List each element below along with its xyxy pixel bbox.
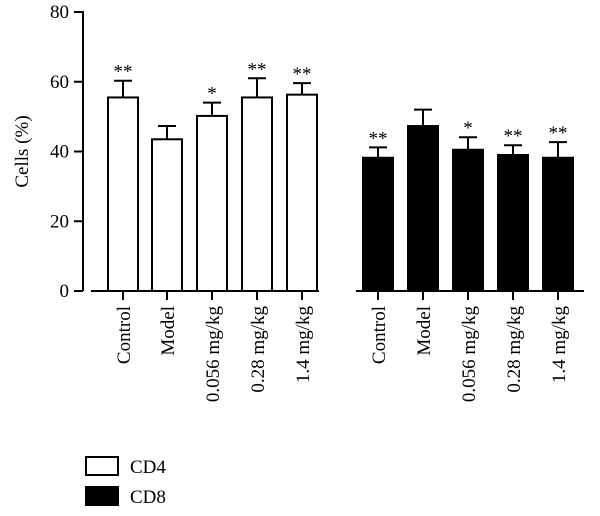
y-tick-label: 60 xyxy=(50,72,69,93)
x-category-label: 1.4 mg/kg xyxy=(549,306,570,384)
y-tick-label: 0 xyxy=(60,281,70,302)
bar-cd4 xyxy=(107,96,139,292)
significance-marker: * xyxy=(463,118,473,139)
significance-marker: ** xyxy=(549,123,568,144)
legend-swatch-cd4 xyxy=(85,456,119,476)
bar-cd8 xyxy=(362,156,394,292)
bars: ***** **** * ** ** xyxy=(107,59,574,293)
x-category-label: Model xyxy=(158,306,179,356)
bar-cd8 xyxy=(497,153,529,292)
legend-label: CD8 xyxy=(130,487,166,508)
y-axis-label: Cells (%) xyxy=(12,115,33,187)
x-category-label: 0.056 mg/kg xyxy=(459,306,480,403)
x-category-label: Model xyxy=(414,306,435,356)
x-category-label: 1.4 mg/kg xyxy=(293,306,314,384)
bar-cd8 xyxy=(407,125,439,293)
significance-marker: ** xyxy=(293,64,312,85)
category-labels: Control Model 0.056 mg/kg 0.28 mg/kg 1.4 mg/… xyxy=(114,306,570,403)
x-category-label: Control xyxy=(114,306,135,364)
y-tick-label: 40 xyxy=(50,142,69,163)
significance-marker: ** xyxy=(369,128,388,149)
bar-cd8 xyxy=(452,148,484,292)
x-category-label: 0.28 mg/kg xyxy=(504,306,525,393)
significance-marker: ** xyxy=(248,59,267,80)
bar-cd4 xyxy=(286,93,318,292)
legend-swatch-cd8 xyxy=(85,486,119,506)
significance-marker: ** xyxy=(114,62,133,83)
bar-cd4 xyxy=(151,138,183,292)
significance-marker: * xyxy=(207,84,217,105)
bar-cd4 xyxy=(196,114,228,292)
significance-marker: ** xyxy=(504,126,523,147)
x-category-label: Control xyxy=(369,306,390,364)
bar-cd4 xyxy=(241,96,273,292)
y-tick-label: 20 xyxy=(50,211,69,232)
y-tick-label: 80 xyxy=(50,2,69,23)
x-category-label: 0.056 mg/kg xyxy=(203,306,224,403)
legend-label: CD4 xyxy=(130,457,166,478)
bar-cd8 xyxy=(542,156,574,292)
x-category-label: 0.28 mg/kg xyxy=(248,306,269,393)
